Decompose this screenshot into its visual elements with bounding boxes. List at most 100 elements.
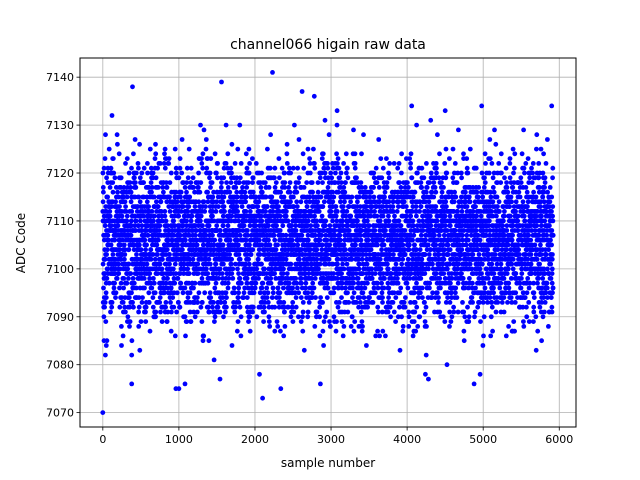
data-point [386, 175, 392, 181]
data-point [282, 170, 287, 176]
data-point [417, 252, 422, 257]
data-point [435, 132, 440, 138]
data-point [258, 304, 264, 310]
data-point [162, 151, 167, 157]
data-point [116, 194, 121, 200]
data-point [412, 300, 418, 305]
data-point [475, 247, 481, 253]
data-point [272, 175, 277, 181]
data-point [367, 194, 373, 200]
data-point [141, 213, 146, 219]
data-point [330, 189, 336, 195]
data-point [325, 165, 331, 171]
data-point [155, 185, 161, 190]
data-point [408, 151, 414, 157]
data-point [459, 209, 465, 214]
data-point [304, 204, 310, 210]
data-point [214, 199, 220, 205]
data-point [306, 300, 312, 305]
data-point [426, 252, 432, 257]
data-point [152, 156, 158, 162]
data-point [108, 223, 114, 229]
data-point [153, 314, 159, 320]
data-point [280, 223, 286, 229]
data-point [110, 180, 116, 186]
data-point [191, 309, 197, 315]
data-point [205, 271, 211, 276]
data-point [261, 319, 266, 324]
data-point [167, 194, 173, 200]
data-point [282, 180, 288, 186]
data-point [228, 180, 234, 186]
data-point [282, 185, 288, 190]
data-point [142, 285, 147, 291]
data-point [417, 247, 423, 253]
data-point [109, 300, 115, 305]
data-point [220, 223, 226, 229]
data-point [165, 285, 171, 291]
data-point [400, 328, 406, 334]
data-point [361, 132, 366, 138]
data-point [391, 194, 397, 200]
data-point [206, 256, 212, 262]
data-point [381, 285, 387, 291]
data-point [196, 185, 201, 190]
data-point [163, 280, 169, 286]
data-point [129, 209, 135, 214]
data-point [132, 223, 138, 229]
data-point [103, 352, 108, 358]
data-point [467, 261, 473, 267]
data-point [157, 223, 163, 229]
data-point [436, 300, 441, 305]
data-point [288, 314, 294, 320]
data-point [378, 232, 383, 238]
data-point [235, 319, 241, 324]
data-point [308, 213, 314, 219]
data-point [172, 261, 178, 267]
data-point [376, 309, 381, 315]
data-point [386, 295, 391, 300]
data-point [278, 328, 283, 334]
data-point [298, 199, 304, 205]
data-point [229, 256, 235, 262]
data-point [137, 141, 143, 147]
data-point [182, 285, 188, 291]
data-point [293, 295, 299, 300]
data-point [109, 304, 115, 310]
data-point [233, 304, 239, 310]
data-point [101, 314, 107, 320]
data-point [449, 314, 455, 320]
data-point [125, 314, 131, 320]
data-point [270, 209, 276, 214]
data-point [478, 213, 484, 219]
data-point [309, 295, 315, 300]
data-point [187, 290, 193, 296]
data-point [225, 185, 231, 190]
data-point [448, 280, 453, 286]
data-point [447, 309, 453, 315]
data-point [356, 304, 361, 310]
data-point [192, 189, 198, 195]
data-point [384, 156, 389, 162]
data-point [397, 290, 403, 296]
data-point [257, 290, 263, 296]
data-point [464, 156, 470, 162]
data-point [252, 285, 258, 291]
data-point [300, 151, 306, 157]
data-point [372, 290, 378, 296]
data-point [243, 218, 249, 224]
data-point [418, 204, 424, 210]
data-point [327, 223, 333, 229]
data-point [175, 242, 181, 248]
data-point [369, 276, 375, 281]
data-point [372, 209, 377, 214]
data-point [344, 252, 350, 257]
data-point [224, 304, 229, 310]
data-point [106, 237, 111, 243]
data-point [235, 295, 241, 300]
data-point [400, 242, 406, 248]
data-point [396, 199, 401, 205]
data-point [380, 271, 386, 276]
data-point [244, 276, 250, 281]
